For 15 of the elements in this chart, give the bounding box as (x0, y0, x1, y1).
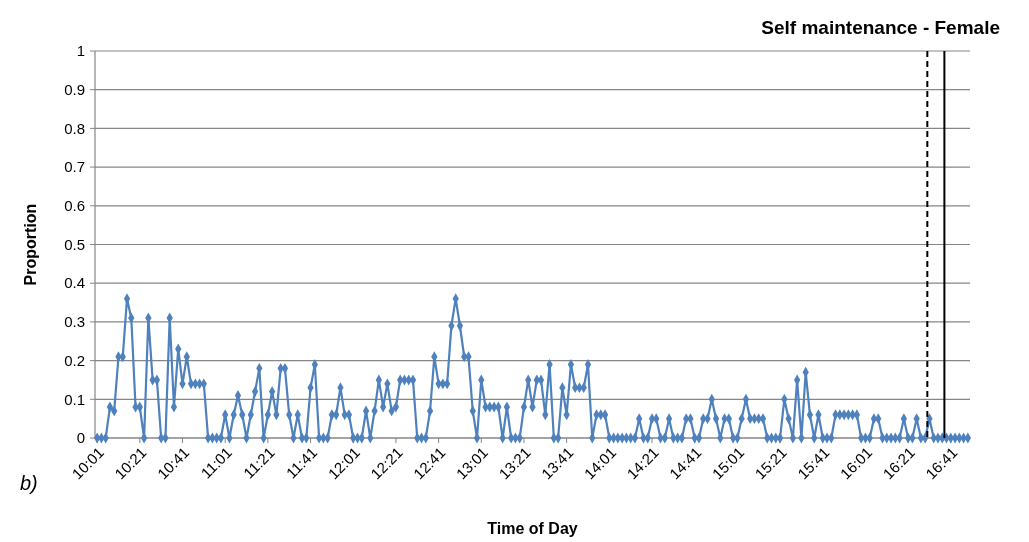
y-tick-label: 0.3 (64, 313, 85, 331)
chart-title: Self maintenance - Female (761, 17, 1000, 38)
y-tick-label: 0.2 (64, 351, 85, 369)
y-tick-label: 0 (76, 429, 85, 447)
y-tick-label: 0.1 (64, 390, 85, 408)
y-tick-label: 0.8 (64, 119, 85, 137)
x-axis-title: Time of Day (487, 520, 578, 537)
y-tick-label: 1 (76, 42, 85, 60)
y-tick-label: 0.7 (64, 158, 85, 176)
y-tick-label: 0.6 (64, 197, 85, 215)
y-tick-label: 0.9 (64, 80, 85, 98)
y-axis-title: Proportion (22, 203, 39, 286)
y-tick-label: 0.4 (64, 274, 85, 292)
y-tick-label: 0.5 (64, 235, 85, 253)
text: b) (20, 472, 38, 494)
